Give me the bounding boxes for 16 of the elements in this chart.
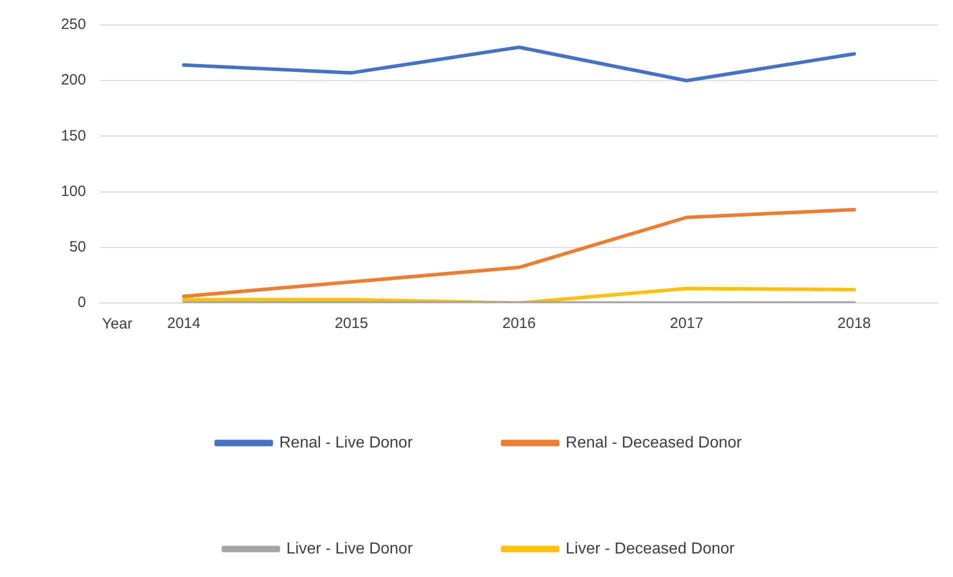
legend-label: Renal - Live Donor: [279, 434, 414, 452]
y-tick-label: 100: [60, 182, 86, 200]
x-tick-label: 2015: [334, 315, 368, 332]
y-tick-label: 0: [78, 294, 86, 312]
legend-label: Liver - Live Donor: [286, 540, 414, 558]
x-tick-label: 2016: [502, 315, 536, 332]
legend-label: Liver - Deceased Donor: [566, 540, 736, 558]
legend-label: Renal - Deceased Donor: [566, 434, 742, 452]
x-tick-label: 2018: [838, 315, 871, 332]
y-tick-label: 150: [60, 127, 86, 144]
x-tick-label: 2017: [670, 315, 704, 332]
y-tick-label: 250: [60, 16, 86, 34]
x-axis-title: Year: [102, 316, 132, 333]
y-tick-label: 50: [69, 238, 86, 256]
x-tick-label: 2014: [167, 315, 200, 332]
y-tick-label: 200: [60, 72, 86, 89]
